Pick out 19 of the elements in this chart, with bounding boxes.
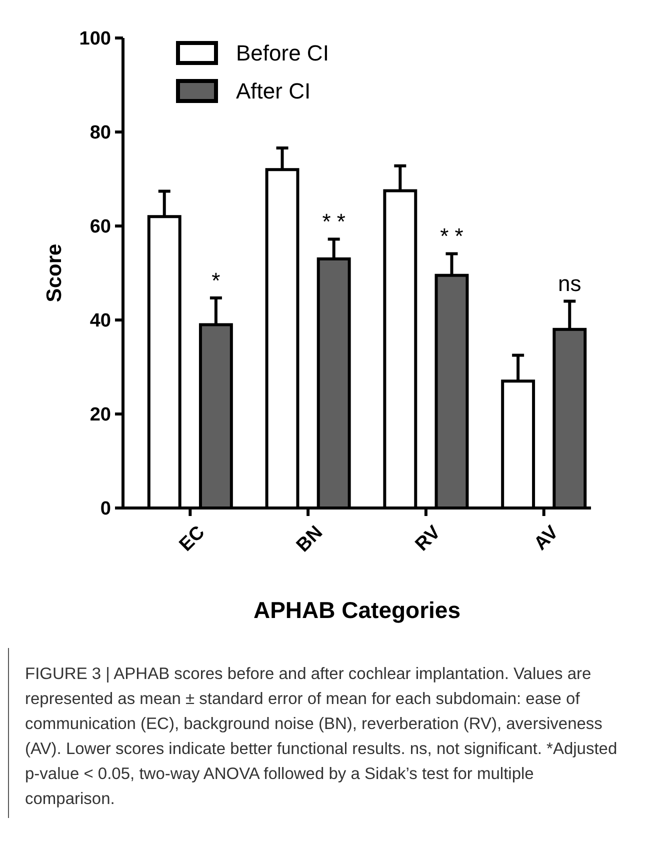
- legend-label: Before CI: [236, 40, 329, 66]
- y-tick-label: 0: [100, 498, 111, 520]
- x-tick-label: AV: [530, 522, 564, 555]
- y-tick-label: 20: [90, 404, 111, 426]
- x-tick-label: RV: [412, 522, 446, 556]
- x-axis-title: APHAB Categories: [253, 597, 461, 623]
- annotation: * *: [440, 224, 464, 249]
- x-tick-label: BN: [292, 522, 327, 556]
- y-tick-label: 40: [90, 310, 111, 332]
- y-tick-label: 100: [79, 28, 111, 50]
- y-axis-title: Score: [43, 244, 66, 302]
- y-tick-label: 60: [90, 216, 111, 238]
- annotation: * *: [322, 209, 346, 234]
- legend-label: After CI: [236, 78, 311, 104]
- annotation: *: [212, 268, 221, 293]
- annotation: ns: [558, 271, 582, 296]
- caption: FIGURE 3 | APHAB scores before and after cochlear implantation. Values are represented as mean ± standard error of mean for each subdomain: ease of communication (EC), background noise (BN), reverberation (RV), aversiveness (AV). Lower scores indicate better functional results. ns, not significant. *Adjusted p-value < 0.05, two-way ANOVA followed by a Sidak’s test for multiple comparison.: [8, 648, 637, 818]
- x-tick-label: EC: [176, 522, 210, 556]
- y-tick-label: 80: [90, 122, 111, 144]
